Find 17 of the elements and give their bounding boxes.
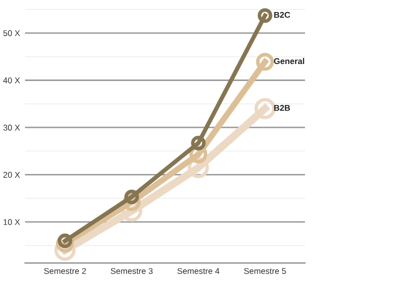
series-label: General [274, 58, 304, 64]
series-label: B2C [274, 12, 290, 18]
point [256, 52, 274, 71]
x-tick-label: Semestre 2 [44, 268, 86, 274]
point [258, 8, 272, 23]
y-tick-label: 20 X [3, 172, 20, 178]
point [191, 136, 206, 150]
point [254, 98, 276, 120]
series-label: B2B [274, 104, 290, 111]
x-tick-label: Semestre 5 [244, 268, 286, 274]
y-tick-label: 30 X [3, 124, 20, 131]
y-tick-label: 40 X [3, 77, 20, 84]
y-tick-label: 50 X [3, 30, 20, 36]
y-tick-label: 10 X [4, 219, 20, 226]
x-tick-label: Semestre 3 [110, 268, 153, 274]
point [58, 234, 72, 248]
x-tick-label: Semestre 4 [177, 268, 220, 274]
